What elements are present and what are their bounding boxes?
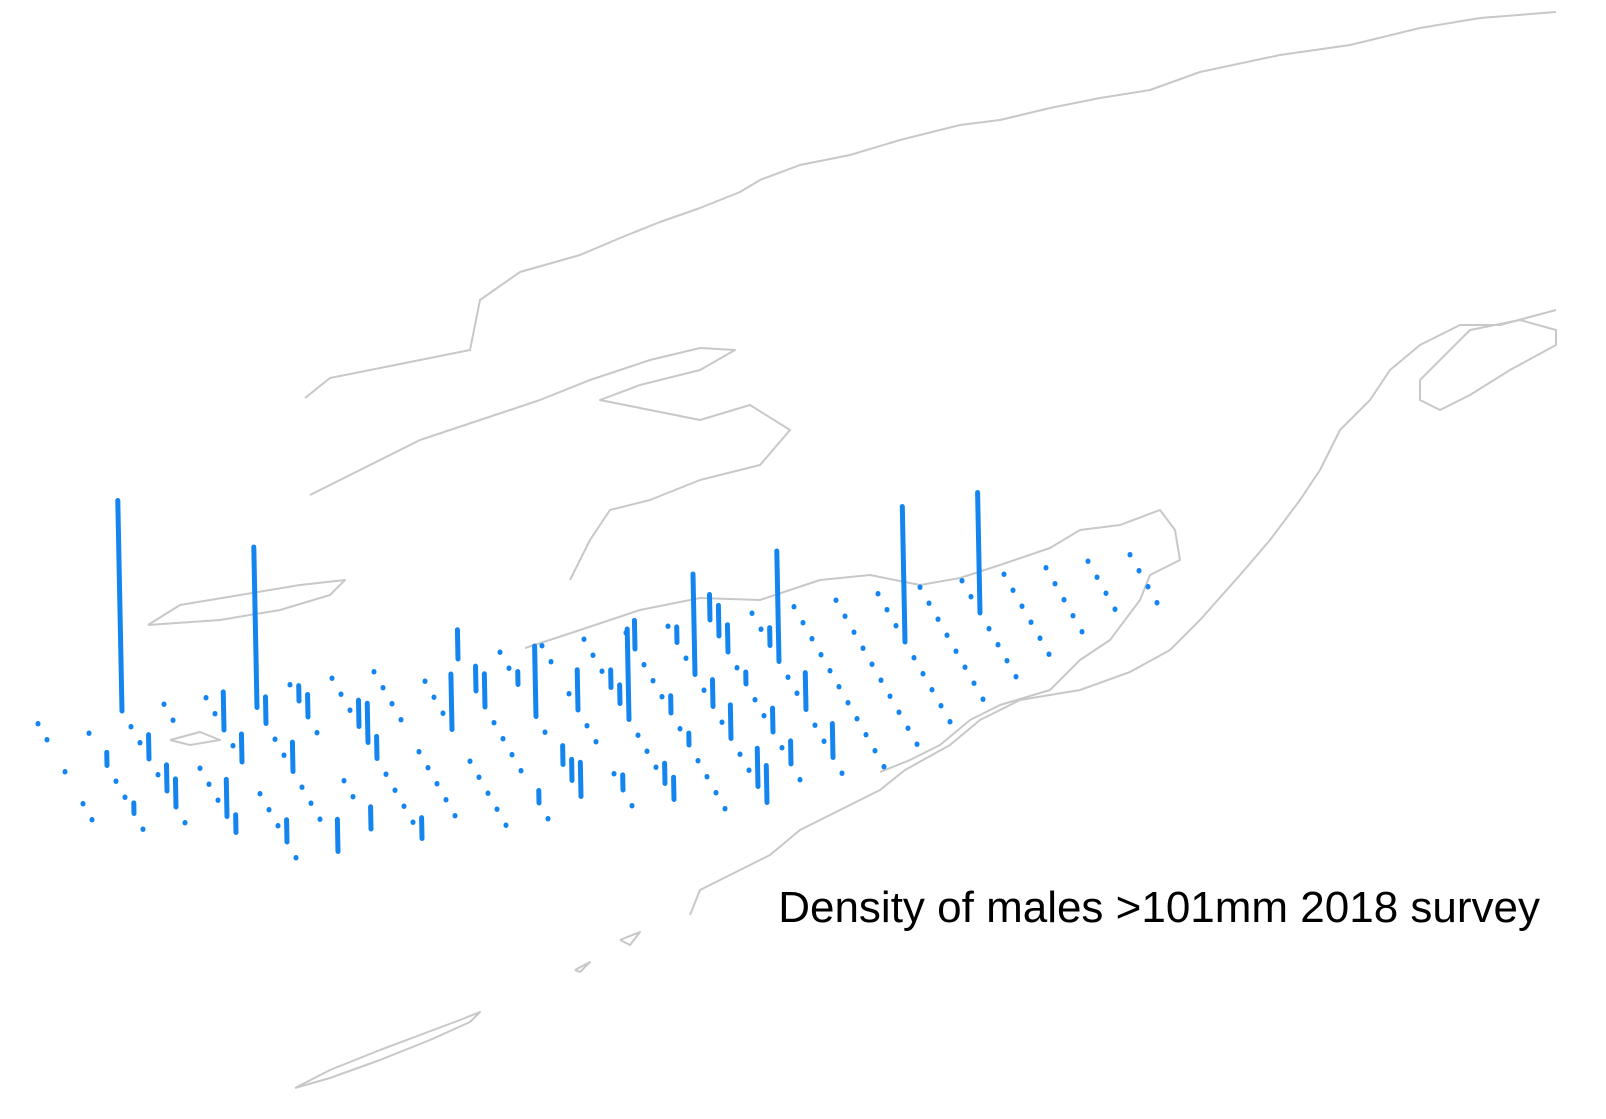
survey-stations (35, 490, 1160, 861)
peninsula-coast (689, 309, 1557, 916)
station (763, 762, 770, 805)
station (690, 571, 698, 677)
station (364, 700, 371, 745)
mainland-coast (304, 11, 1557, 399)
station (577, 759, 584, 799)
station (251, 544, 260, 710)
kodiak-coast (1419, 319, 1557, 411)
island-small (574, 961, 591, 973)
station (574, 667, 581, 713)
station (724, 622, 731, 655)
station (334, 816, 341, 854)
station (975, 490, 983, 616)
station (238, 731, 245, 765)
station (163, 762, 170, 794)
station (774, 548, 782, 664)
station (448, 671, 455, 732)
station (355, 697, 362, 729)
station (115, 498, 125, 714)
bay-coast (524, 509, 1181, 773)
station (802, 670, 809, 712)
island-small (619, 931, 641, 946)
station (223, 776, 230, 819)
station (709, 677, 716, 709)
station (481, 671, 488, 710)
station (532, 643, 539, 719)
island-small (169, 731, 221, 746)
island-coast (147, 579, 346, 626)
station (899, 504, 908, 645)
station (829, 721, 836, 760)
station (754, 745, 761, 789)
norton-coast (309, 347, 791, 581)
station (289, 739, 296, 774)
aleutian-coast (294, 1011, 481, 1089)
station (172, 776, 179, 810)
station (220, 689, 227, 733)
map-title: Density of males >101mm 2018 survey (778, 883, 1540, 932)
station (454, 627, 461, 662)
station (631, 617, 638, 652)
station (262, 694, 269, 726)
station (715, 602, 722, 639)
coastline (147, 11, 1557, 1089)
station (727, 702, 734, 741)
station (624, 626, 632, 722)
